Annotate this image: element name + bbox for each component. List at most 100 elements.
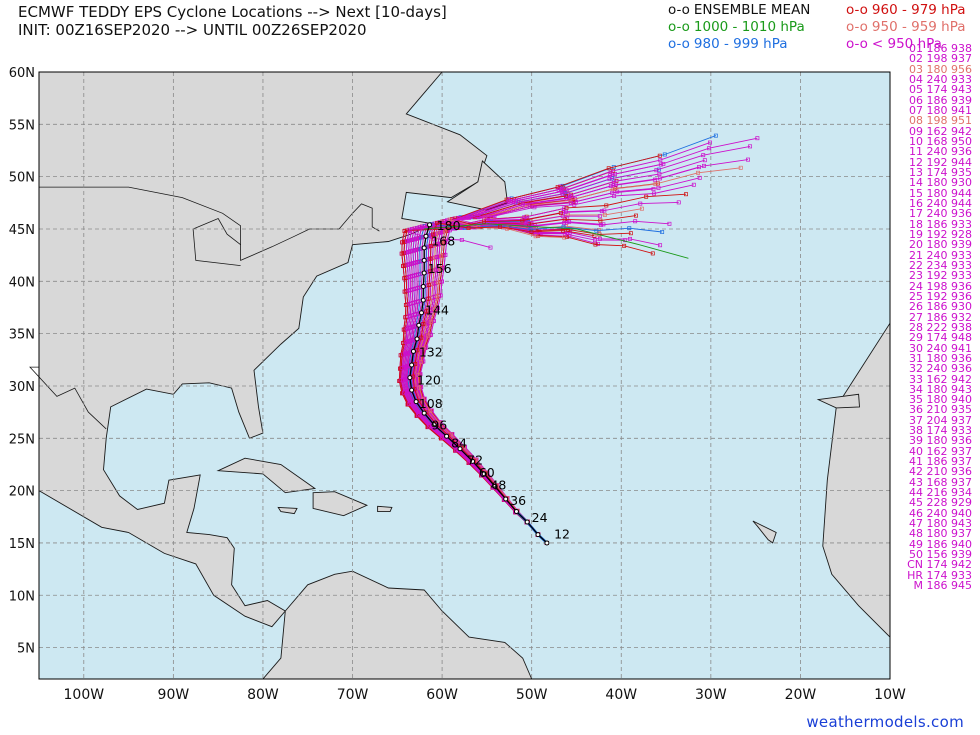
member-point	[426, 424, 431, 429]
legend-1000-1010: o-o 1000 - 1010 hPa	[668, 19, 805, 35]
map-frame	[38, 71, 891, 680]
member-point	[412, 324, 417, 329]
member-point	[592, 238, 597, 243]
lon-label: 90W	[158, 687, 190, 703]
member-point	[658, 158, 663, 163]
member-point	[498, 224, 502, 229]
member-point	[414, 312, 419, 317]
member-point	[606, 166, 611, 171]
member-point	[628, 236, 632, 241]
member-point	[506, 198, 511, 203]
land-puerto-rico	[377, 505, 393, 513]
credit-link[interactable]: weathermodels.com	[806, 713, 964, 731]
member-entry: 03 180 956	[909, 62, 972, 76]
mean-point	[544, 540, 550, 546]
mean-point	[420, 297, 426, 303]
mean-point	[409, 362, 415, 368]
member-entry: 35 180 940	[909, 393, 972, 407]
member-point	[560, 228, 565, 233]
member-point	[405, 239, 409, 244]
member-entry: 36 210 935	[909, 403, 972, 417]
lat-label: 45N	[9, 223, 35, 238]
legend-950-959: o-o 950 - 959 hPa	[846, 19, 966, 35]
member-point	[437, 241, 442, 246]
member-entry: 25 192 936	[909, 289, 972, 303]
member-point	[401, 263, 406, 268]
member-point	[597, 214, 602, 219]
member-point	[399, 251, 404, 256]
member-point	[413, 260, 418, 265]
member-point	[529, 229, 534, 234]
member-point	[426, 296, 431, 301]
land-canaries	[816, 393, 860, 409]
member-point	[403, 263, 408, 268]
member-point	[438, 230, 443, 235]
member-point	[598, 218, 603, 223]
lat-label: 10N	[9, 589, 35, 604]
member-point	[432, 255, 437, 260]
member-entry: 19 192 928	[909, 227, 972, 241]
member-point	[404, 250, 409, 255]
legend-980-999: o-o 980 - 999 hPa	[668, 36, 788, 52]
member-point	[402, 239, 407, 244]
member-point	[558, 211, 563, 215]
member-point	[644, 194, 649, 199]
mean-hour-label: 36	[510, 493, 526, 508]
mean-point	[421, 410, 427, 416]
lat-label: 20N	[9, 485, 35, 500]
lon-label: 70W	[337, 687, 369, 703]
member-entry: 41 186 937	[909, 455, 972, 469]
member-point	[513, 200, 518, 205]
member-entry: 22 234 933	[909, 258, 972, 272]
member-point	[652, 177, 657, 182]
member-point	[432, 307, 437, 311]
member-entry: 13 174 935	[909, 165, 972, 179]
member-list: 01 186 938 02 198 937 03 180 956 04 240 933…	[888, 42, 972, 591]
member-point	[701, 153, 706, 158]
member-entry: 11 240 936	[909, 145, 972, 159]
member-point	[696, 170, 701, 175]
lat-label: 25N	[9, 432, 35, 447]
lon-label: 100W	[64, 687, 105, 703]
member-point	[416, 236, 421, 241]
member-point	[416, 299, 421, 304]
member-point	[447, 217, 452, 222]
member-entry: 38 174 933	[909, 424, 972, 438]
member-point	[411, 248, 415, 253]
member-point	[654, 168, 659, 173]
legend-ensemble-mean: o-o ENSEMBLE MEAN	[668, 2, 811, 18]
member-point	[657, 172, 662, 176]
member-entry: 05 174 943	[909, 83, 972, 97]
member-point	[428, 332, 433, 337]
member-entry: 15 180 944	[909, 186, 972, 200]
member-point	[565, 216, 570, 221]
mean-point	[414, 336, 420, 342]
lon-label: 30W	[695, 687, 727, 703]
title-line-1: ECMWF TEDDY EPS Cyclone Locations --> Ne…	[18, 3, 447, 21]
member-entry: 37 204 937	[909, 413, 972, 427]
mean-point	[503, 496, 509, 502]
member-point	[424, 309, 429, 314]
member-point	[599, 209, 604, 214]
member-point	[420, 397, 425, 402]
land-jamaica	[277, 506, 298, 515]
mean-hour-label: 108	[419, 396, 443, 411]
mean-point	[444, 433, 450, 439]
member-entry: 40 162 937	[909, 444, 972, 458]
member-point	[410, 338, 415, 343]
member-entry: 48 180 937	[909, 527, 972, 541]
member-entry: 01 186 938	[909, 42, 972, 55]
member-point	[656, 185, 661, 190]
member-point	[428, 409, 433, 414]
member-point	[433, 231, 438, 236]
mean-point	[421, 245, 427, 251]
mean-hour-label: 48	[490, 477, 506, 492]
member-point	[407, 227, 412, 232]
member-point	[738, 165, 743, 170]
legend-960-979: o-o 960 - 979 hPa	[846, 2, 966, 18]
member-point	[404, 326, 409, 331]
member-point	[428, 269, 433, 274]
mean-hour-label: 24	[532, 510, 548, 525]
member-entry: HR 174 933	[907, 568, 972, 582]
member-point	[426, 283, 431, 287]
